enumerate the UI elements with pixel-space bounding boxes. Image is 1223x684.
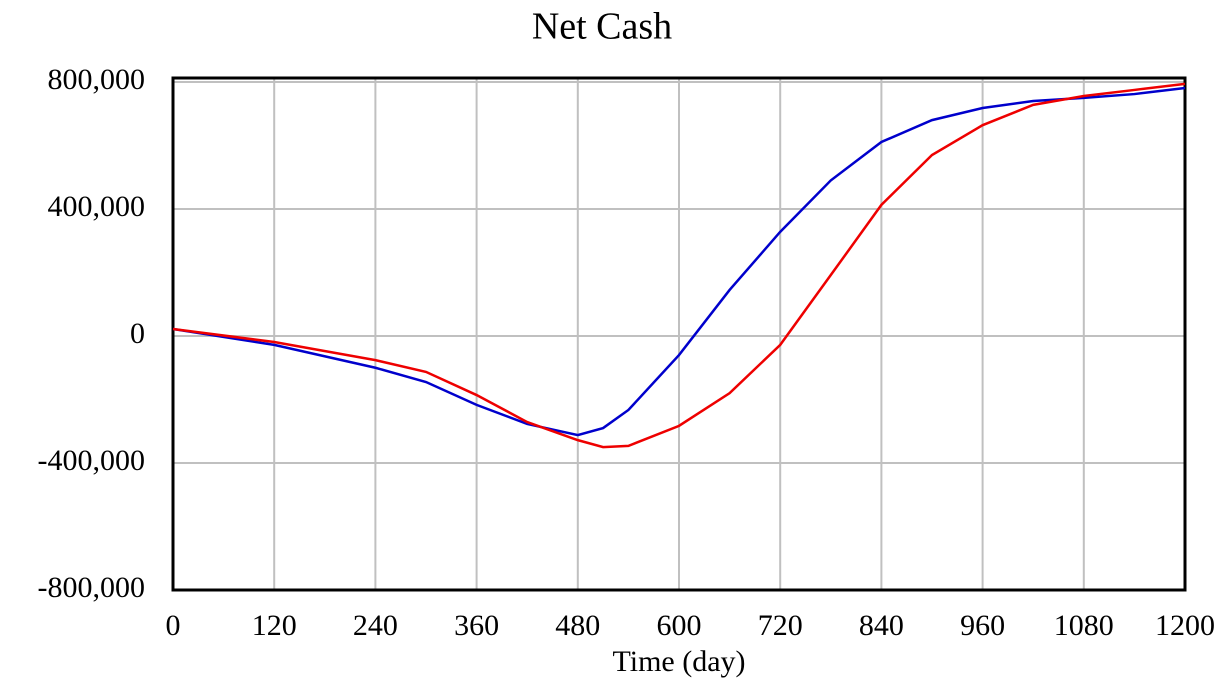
series-line xyxy=(172,82,1186,449)
plot-frame xyxy=(171,76,1187,592)
x-tick-label: 840 xyxy=(859,609,904,642)
y-tick-label: 800,000 xyxy=(48,63,146,96)
x-tick-label: 600 xyxy=(657,609,702,642)
x-tick-label: 0 xyxy=(166,609,181,642)
y-tick-label: 0 xyxy=(130,317,145,350)
y-tick-label: -800,000 xyxy=(38,571,146,604)
chart-title: Net Cash xyxy=(532,6,672,48)
x-tick-label: 360 xyxy=(454,609,499,642)
x-axis-label: Time (day) xyxy=(612,645,745,678)
x-tick-label: 1200 xyxy=(1155,609,1215,642)
y-tick-label: -400,000 xyxy=(38,444,146,477)
x-tick-label: 1080 xyxy=(1054,609,1114,642)
x-tick-label: 240 xyxy=(353,609,398,642)
series-line xyxy=(172,86,1186,437)
x-tick-label: 720 xyxy=(758,609,803,642)
y-tick-label: 400,000 xyxy=(48,190,146,223)
x-tick-label: 960 xyxy=(960,609,1005,642)
x-tick-label: 120 xyxy=(252,609,297,642)
x-tick-label: 480 xyxy=(555,609,600,642)
